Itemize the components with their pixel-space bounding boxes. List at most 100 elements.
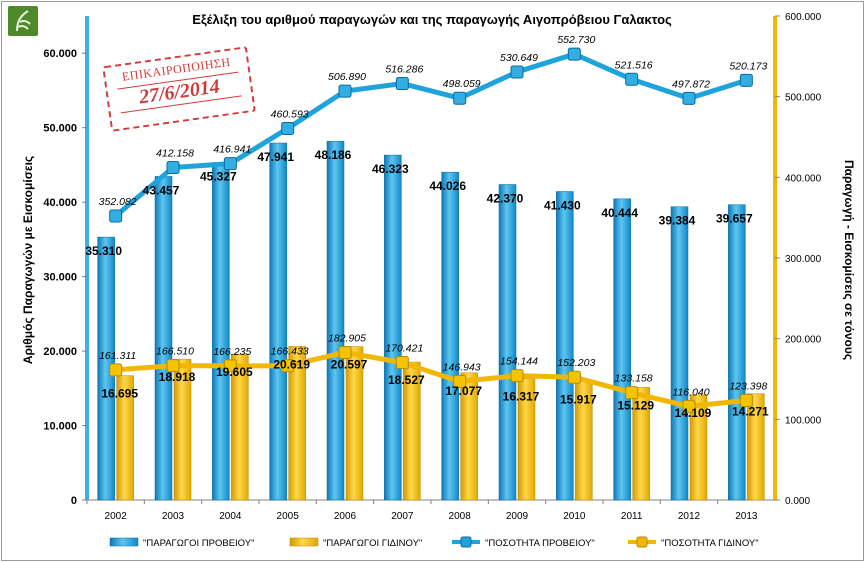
bar-label-goat: 16.695 — [101, 387, 138, 401]
x-tick-label: 2008 — [449, 511, 472, 522]
point-goat — [453, 374, 467, 388]
line-label-goat: 170.421 — [385, 343, 423, 355]
point-sheep — [510, 65, 524, 79]
line-label-goat: 166.235 — [213, 346, 251, 358]
bar-goat — [632, 387, 650, 501]
bar-label-sheep: 44.026 — [429, 179, 466, 193]
point-sheep — [338, 84, 352, 98]
left-tick-label: 0 — [71, 495, 77, 507]
bar-label-sheep: 42.370 — [487, 192, 524, 206]
bar-goat — [173, 358, 192, 501]
point-goat — [281, 359, 295, 373]
line-label-sheep: 497.872 — [672, 78, 710, 90]
left-tick-label: 50.000 — [43, 123, 77, 135]
bar-label-goat: 17.077 — [445, 384, 482, 398]
legend-label: "ΠΟΣΟΤΗΤΑ ΓΙΔΙΝΟΥ" — [661, 538, 759, 549]
line-label-goat: 166.433 — [271, 346, 309, 358]
line-label-goat: 133.158 — [615, 373, 653, 385]
right-tick-label: 600.000 — [785, 12, 822, 23]
line-label-goat: 146.943 — [443, 361, 481, 373]
line-label-sheep: 520.173 — [729, 60, 767, 72]
left-tick-label: 40.000 — [43, 197, 77, 209]
legend-swatch-marker — [636, 536, 648, 548]
x-tick-label: 2011 — [621, 511, 643, 522]
bar-label-sheep: 48.186 — [315, 148, 352, 162]
line-label-goat: 161.311 — [99, 350, 136, 362]
right-tick-label: 300.000 — [785, 254, 822, 265]
point-sheep — [682, 91, 696, 105]
point-sheep — [109, 209, 123, 223]
right-axis-title: Παραγωγή - Εισκομίσεις σε τόνους — [842, 160, 856, 360]
right-tick-label: 400.000 — [785, 173, 822, 184]
bar-label-sheep: 43.457 — [143, 183, 180, 197]
line-label-goat: 166.510 — [156, 346, 194, 358]
point-goat — [625, 386, 639, 400]
bar-sheep — [326, 140, 345, 501]
left-tick-label: 60.000 — [43, 48, 77, 60]
bar-goat — [116, 375, 134, 501]
bar-sheep — [269, 142, 287, 501]
line-label-sheep: 552.730 — [557, 34, 595, 46]
line-goat — [115, 349, 747, 409]
line-label-sheep: 530.649 — [500, 52, 538, 64]
point-goat — [109, 363, 123, 377]
x-tick-label: 2006 — [334, 511, 357, 522]
bar-label-goat: 14.109 — [675, 406, 712, 420]
chart-title: Εξέλιξη του αριθμού παραγωγών και της πα… — [192, 12, 672, 27]
bar-label-sheep: 39.657 — [716, 212, 753, 226]
point-sheep — [739, 73, 753, 87]
x-tick-label: 2002 — [105, 511, 128, 522]
bar-label-sheep: 45.327 — [200, 169, 237, 183]
bar-sheep — [556, 191, 574, 501]
bar-goat — [517, 378, 536, 501]
x-tick-label: 2007 — [391, 511, 414, 522]
point-goat — [395, 356, 409, 370]
line-label-sheep: 521.516 — [615, 59, 653, 71]
line-label-sheep: 498.059 — [443, 78, 481, 90]
legend-label: "ΠΟΣΟΤΗΤΑ ΠΡΟΒΕΙΟΥ" — [485, 538, 595, 549]
bar-goat — [288, 346, 306, 501]
line-label-goat: 123.398 — [729, 380, 767, 392]
point-sheep — [166, 161, 180, 175]
bar-sheep — [384, 154, 402, 501]
x-tick-label: 2005 — [277, 511, 300, 522]
bar-label-goat: 20.619 — [273, 357, 310, 371]
bar-label-goat: 18.918 — [159, 370, 196, 384]
point-goat — [567, 370, 581, 384]
right-tick-label: 0.000 — [785, 496, 810, 507]
line-label-goat: 152.203 — [557, 357, 595, 369]
line-label-sheep: 352.082 — [99, 196, 137, 208]
bar-goat — [403, 361, 421, 501]
point-goat — [739, 393, 753, 407]
bar-label-sheep: 46.323 — [372, 162, 409, 176]
bar-label-goat: 18.527 — [388, 373, 425, 387]
bar-label-sheep: 41.430 — [544, 199, 581, 213]
bar-goat — [747, 393, 765, 501]
bar-sheep — [670, 206, 689, 501]
line-label-sheep: 506.890 — [328, 71, 366, 83]
x-tick-label: 2012 — [678, 511, 701, 522]
bar-sheep — [613, 198, 631, 501]
right-tick-label: 200.000 — [785, 335, 822, 346]
bar-label-goat: 14.271 — [732, 405, 769, 419]
point-sheep — [625, 72, 639, 86]
point-sheep — [567, 47, 581, 61]
legend-label: "ΠΑΡΑΓΩΓΟΙ ΓΙΔΙΝΟΥ" — [323, 538, 422, 549]
legend-swatch — [289, 537, 319, 547]
bar-goat — [689, 394, 708, 501]
right-tick-label: 500.000 — [785, 93, 822, 104]
line-label-sheep: 412.158 — [156, 148, 194, 160]
line-label-goat: 116.040 — [672, 386, 709, 398]
bar-label-goat: 20.597 — [331, 358, 368, 372]
line-label-goat: 182.905 — [328, 332, 366, 344]
x-tick-label: 2009 — [506, 511, 529, 522]
point-goat — [510, 369, 524, 383]
bar-label-goat: 15.129 — [617, 398, 654, 412]
bar-label-sheep: 47.941 — [257, 150, 294, 164]
bar-goat — [345, 346, 364, 501]
left-axis-title: Αριθμός Παραγωγών με Εισκομίσεις — [21, 156, 35, 364]
bar-label-sheep: 35.310 — [85, 244, 122, 258]
point-sheep — [281, 121, 295, 135]
